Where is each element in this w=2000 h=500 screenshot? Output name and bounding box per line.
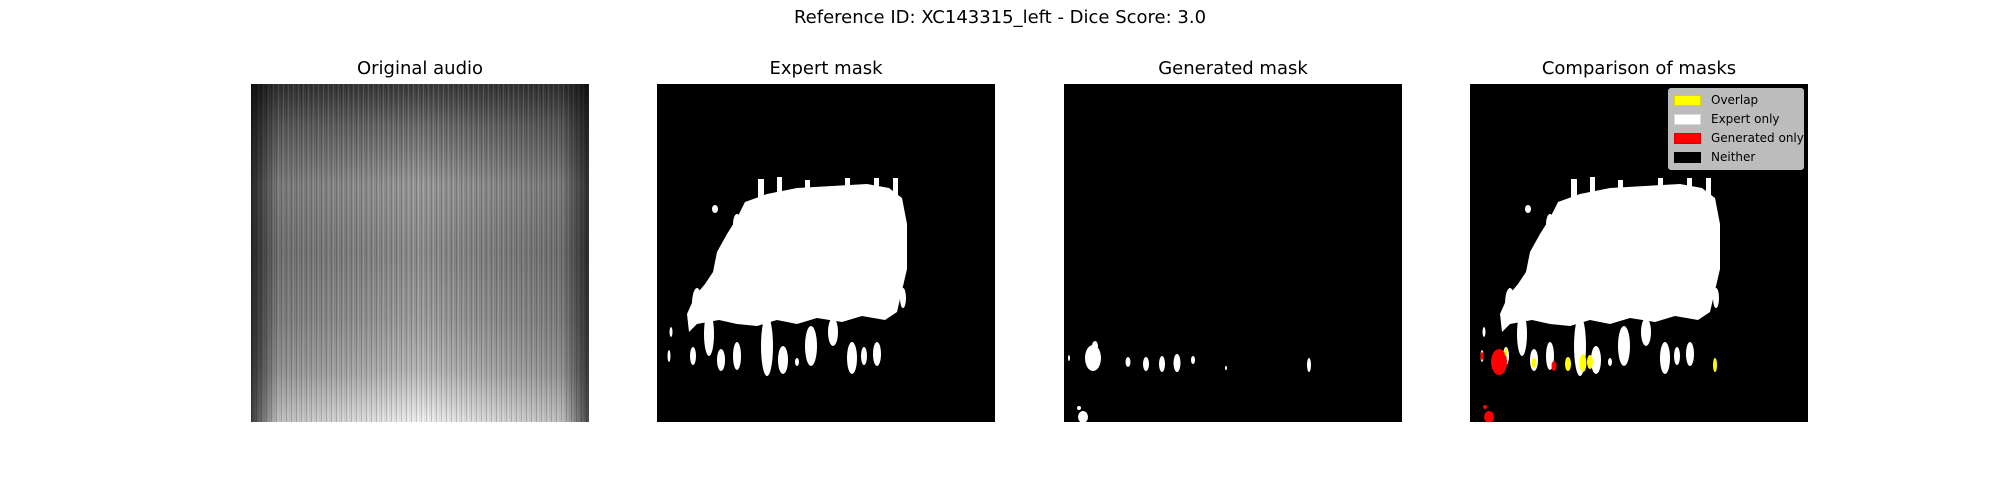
legend-label-expert-only: Expert only (1711, 112, 1780, 126)
legend-item-expert-only: Expert only (1674, 111, 1780, 127)
legend-label-generated-only: Generated only (1711, 131, 1804, 145)
comparison-legend: Overlap Expert only Generated only Neith… (1668, 88, 1804, 170)
spectrogram-image (251, 84, 589, 422)
legend-swatch-generated-only (1674, 132, 1701, 144)
legend-label-neither: Neither (1711, 150, 1756, 164)
legend-item-overlap: Overlap (1674, 92, 1758, 108)
legend-label-overlap: Overlap (1711, 93, 1759, 107)
expert-mask-panel (657, 84, 995, 422)
spectrogram-panel (251, 84, 589, 422)
generated-mask-panel (1064, 84, 1402, 422)
panel-title-original: Original audio (356, 58, 484, 79)
panel-title-comparison: Comparison of masks (1541, 58, 1737, 79)
panel-title-expert: Expert mask (769, 58, 883, 79)
generated-mask-image (1068, 341, 1311, 422)
comparison-image (1480, 177, 1720, 422)
panel-title-generated: Generated mask (1158, 58, 1308, 79)
legend-swatch-overlap (1674, 94, 1701, 106)
legend-item-neither: Neither (1674, 149, 1755, 165)
legend-swatch-neither (1674, 151, 1701, 163)
legend-swatch-expert-only (1674, 113, 1701, 125)
legend-item-generated-only: Generated only (1674, 130, 1804, 146)
figure-suptitle: Reference ID: XC143315_left - Dice Score… (793, 7, 1207, 28)
expert-mask-image (667, 177, 907, 376)
